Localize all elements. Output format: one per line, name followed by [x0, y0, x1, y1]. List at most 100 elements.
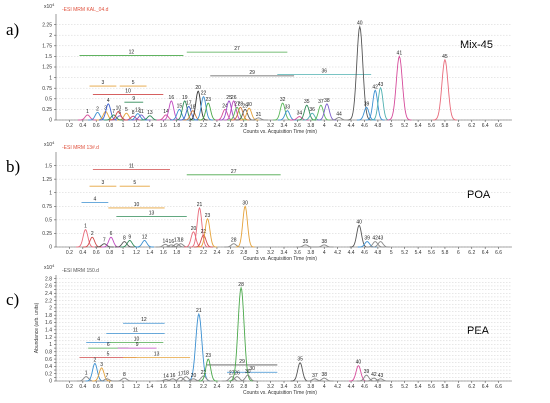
- peak-trace: [228, 286, 254, 382]
- y-exponent-power: 4: [52, 2, 55, 7]
- peak-label: 11: [139, 109, 144, 115]
- y-tick-label: 2.2: [45, 298, 52, 304]
- y-tick-label: 0: [49, 118, 52, 124]
- x-tick-label: 3.2: [267, 250, 274, 256]
- peak-label: 30: [242, 200, 248, 206]
- peak-trace: [104, 114, 124, 121]
- x-tick-label: 5.6: [428, 250, 435, 256]
- sample-name: Mix-45: [460, 39, 493, 51]
- panel-pea: c)PEA-ESI MRM 150.dx10400.20.40.60.811.2…: [6, 263, 512, 396]
- x-tick-label: 1.6: [160, 250, 167, 256]
- group-label: 11: [133, 327, 138, 333]
- x-tick-label: 0.6: [93, 250, 100, 256]
- y-tick-label: 1.75: [42, 44, 52, 50]
- sample-name: POA: [467, 189, 491, 201]
- peak-trace: [92, 367, 111, 382]
- peak-label: 1: [86, 109, 89, 115]
- peak-label: 31: [256, 112, 262, 118]
- x-tick-label: 3: [256, 384, 259, 390]
- y-exponent: x104: [44, 140, 55, 148]
- peak-label: 3: [104, 106, 107, 112]
- peak-label: 14: [163, 374, 169, 380]
- x-tick-label: 1.4: [146, 123, 153, 129]
- x-tick-label: 6.6: [495, 250, 502, 256]
- peak-label: 3: [100, 362, 103, 368]
- x-tick-label: 0.2: [66, 384, 73, 390]
- x-tick-label: 6.2: [468, 384, 475, 390]
- y-tick-label: 0.75: [42, 204, 52, 210]
- x-tick-label: 2.2: [200, 123, 207, 129]
- x-axis-label: Counts vs. Acquisition Time (min): [243, 390, 317, 396]
- y-tick-label: 1.5: [45, 54, 52, 60]
- x-tick-label: 6.4: [482, 123, 489, 129]
- peak-trace: [249, 117, 268, 121]
- peak-label: 26: [231, 95, 237, 101]
- peak-label: 23: [205, 353, 211, 359]
- x-tick-label: 5.8: [441, 123, 448, 129]
- peak-trace: [88, 111, 107, 121]
- x-tick-label: 5.4: [415, 250, 422, 256]
- peak-trace: [371, 241, 390, 248]
- peak-label: 35: [304, 99, 310, 105]
- x-tick-label: 6: [457, 250, 460, 256]
- group-label: 10: [134, 337, 140, 343]
- group-label: 12: [141, 317, 147, 323]
- peak-label: 2: [96, 106, 99, 112]
- peak-label: 33: [285, 105, 291, 111]
- peak-trace: [231, 106, 250, 121]
- y-tick-label: 1.6: [45, 320, 52, 326]
- x-tick-label: 1.2: [133, 250, 140, 256]
- peak-label: 45: [442, 54, 448, 60]
- x-tick-label: 4.8: [374, 384, 381, 390]
- peak-trace: [235, 205, 255, 248]
- peak-trace: [365, 241, 385, 248]
- file-name: -ESI MRM KAL_04.d: [62, 7, 109, 13]
- x-tick-label: 0.8: [106, 250, 113, 256]
- x-tick-label: 1.2: [133, 384, 140, 390]
- file-name: -ESI MRM 13#.d: [62, 145, 99, 151]
- peak-label: 12: [135, 108, 141, 114]
- y-tick-label: 0.6: [45, 357, 52, 363]
- group-label: 13: [154, 352, 160, 358]
- peak-label: 8: [132, 110, 135, 116]
- y-tick-label: 1.2: [45, 335, 52, 341]
- y-exponent: x104: [44, 2, 55, 10]
- peak-label: 17: [178, 371, 184, 377]
- x-tick-label: 6.4: [482, 384, 489, 390]
- peak-label: 37: [318, 99, 324, 105]
- peak-trace: [311, 104, 331, 121]
- x-tick-label: 1: [122, 384, 125, 390]
- peak-trace: [194, 95, 213, 121]
- peak-label: 20: [191, 373, 197, 379]
- peak-label: 2: [94, 357, 97, 363]
- peak-label: 18: [183, 371, 189, 377]
- x-tick-label: 6.6: [495, 384, 502, 390]
- peak-trace: [371, 86, 390, 121]
- y-tick-label: 0.75: [42, 86, 52, 92]
- group-label: 9: [132, 96, 135, 102]
- x-tick-label: 4.8: [374, 250, 381, 256]
- peak-trace: [347, 24, 372, 121]
- x-tick-label: 1.4: [146, 250, 153, 256]
- peak-trace: [198, 358, 218, 382]
- x-tick-label: 4.8: [374, 123, 381, 129]
- y-tick-label: 1: [49, 75, 52, 81]
- peak-label: 5: [125, 107, 128, 113]
- peak-label: 24: [222, 103, 228, 109]
- peak-label: 26: [234, 371, 240, 377]
- peak-label: 22: [201, 229, 207, 235]
- x-tick-label: 1.4: [146, 384, 153, 390]
- peak-label: 8: [123, 372, 126, 378]
- peak-label: 18: [178, 238, 184, 244]
- x-tick-label: 4.4: [348, 250, 355, 256]
- x-tick-label: 2.8: [240, 123, 247, 129]
- peak-trace: [349, 365, 368, 382]
- x-tick-label: 5.4: [415, 123, 422, 129]
- peak-label: 9: [128, 234, 131, 240]
- group-label: 10: [134, 202, 140, 208]
- peak-trace: [371, 378, 390, 382]
- x-tick-label: 4.2: [334, 123, 341, 129]
- x-tick-label: 5.8: [441, 250, 448, 256]
- peak-trace: [176, 376, 196, 382]
